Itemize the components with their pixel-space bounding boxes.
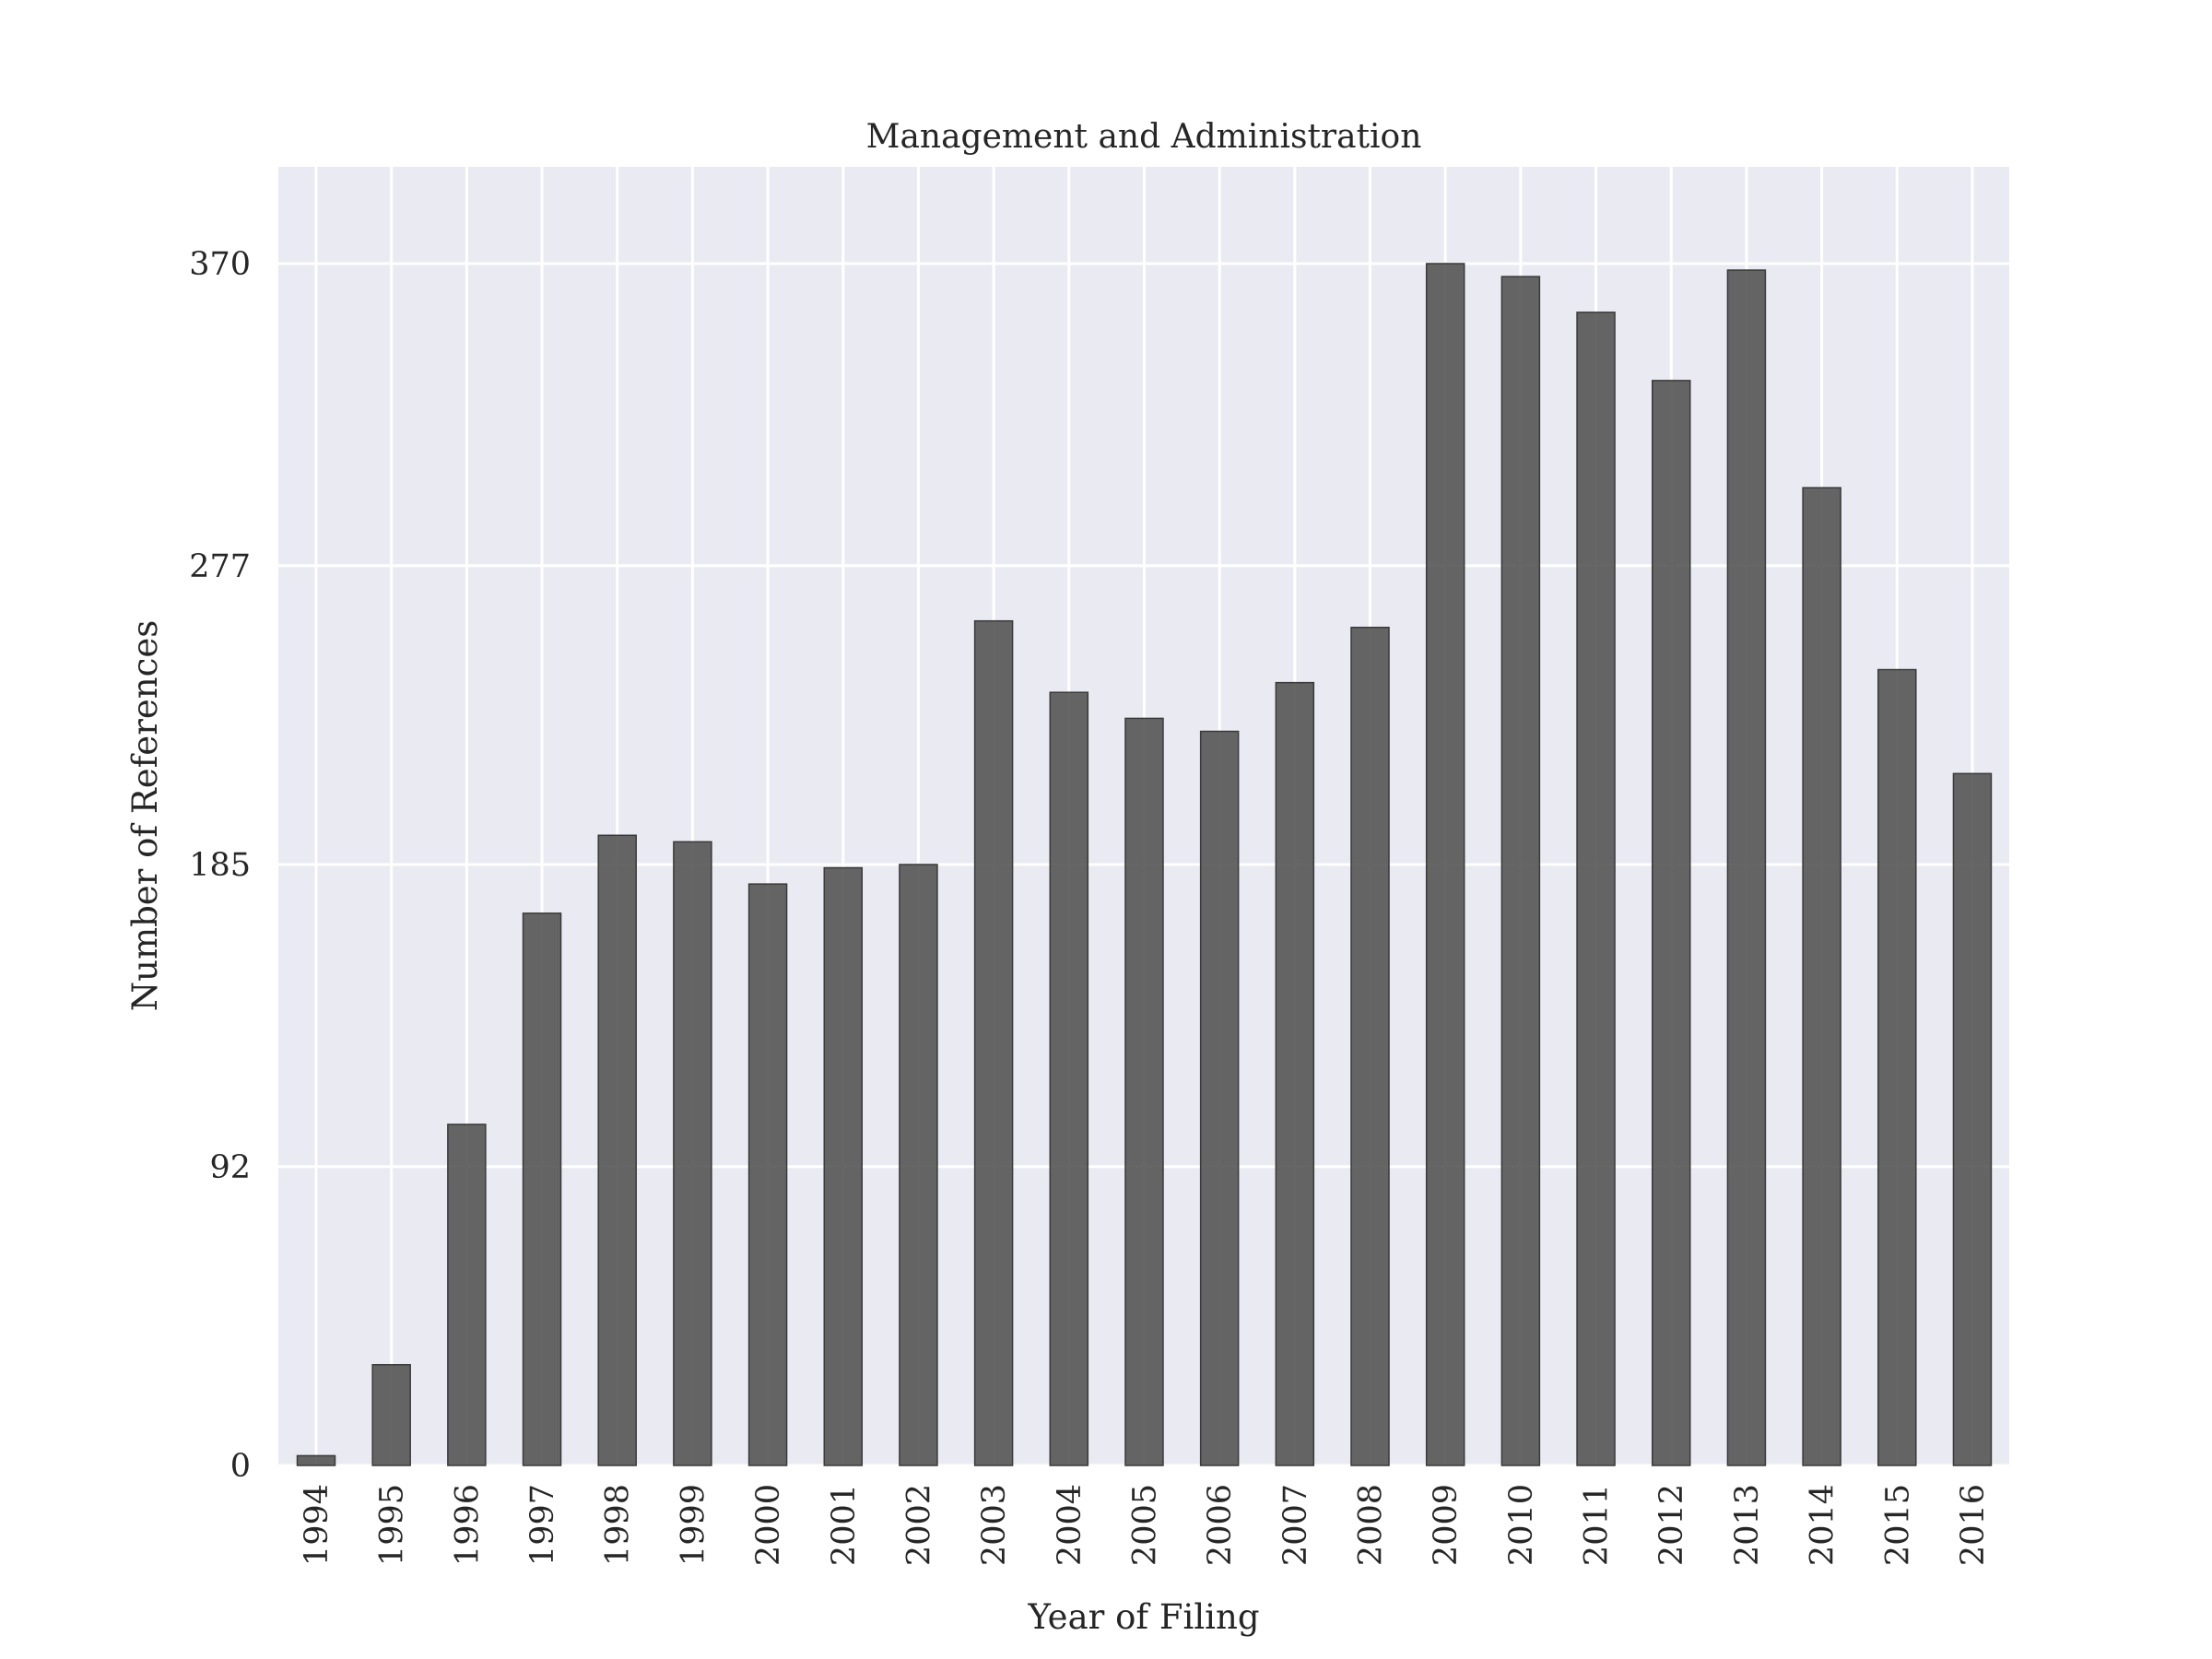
bars [296, 263, 1993, 1466]
bar-2010 [1500, 276, 1541, 1466]
x-tick-label: 2009 [1428, 1484, 1465, 1566]
x-tick-label: 2004 [1052, 1484, 1088, 1566]
y-tick-label: 92 [209, 1149, 251, 1186]
bar-2011 [1576, 312, 1616, 1466]
bar-1999 [673, 841, 712, 1466]
y-tick-label: 370 [189, 246, 251, 283]
bar-2005 [1124, 717, 1164, 1466]
x-tick-label: 1994 [299, 1484, 335, 1566]
x-tick-label: 1996 [449, 1484, 486, 1566]
x-tick-label: 2008 [1353, 1484, 1390, 1566]
x-axis-title: Year of Filing [1027, 1597, 1259, 1637]
y-tick-label: 0 [230, 1448, 251, 1485]
x-tick-label: 2010 [1503, 1484, 1540, 1566]
x-tick-label: 2015 [1879, 1484, 1916, 1566]
bar-2002 [899, 864, 938, 1466]
bar-2012 [1651, 380, 1691, 1466]
bar-2007 [1275, 681, 1315, 1466]
bar-1994 [296, 1454, 336, 1466]
y-tick-labels: 0 92 185 277 370 [189, 246, 251, 1485]
bar-2000 [747, 883, 788, 1466]
bar-2014 [1802, 487, 1841, 1466]
bar-2013 [1726, 269, 1767, 1466]
x-tick-label: 1997 [524, 1484, 561, 1566]
bar-1995 [371, 1363, 411, 1466]
y-tick-label: 277 [189, 548, 251, 585]
bar-2006 [1199, 730, 1240, 1466]
x-tick-label: 1998 [600, 1484, 637, 1566]
x-tick-label: 2012 [1653, 1484, 1690, 1566]
x-tick-label: 1995 [374, 1484, 411, 1566]
bar-1996 [447, 1124, 487, 1466]
bar-2009 [1425, 263, 1465, 1466]
x-tick-label: 2003 [976, 1484, 1013, 1566]
bar-2004 [1049, 691, 1089, 1466]
y-axis-title: Number of References [125, 620, 165, 1011]
x-tick-label: 2016 [1955, 1484, 1992, 1566]
x-tick-label: 2000 [750, 1484, 787, 1566]
chart-title: Management and Administration [866, 118, 1422, 156]
bar-2008 [1350, 626, 1390, 1466]
x-tick-label: 2014 [1805, 1484, 1841, 1566]
bar-1998 [597, 834, 637, 1466]
bar-2001 [823, 866, 864, 1466]
bar-1997 [522, 912, 562, 1466]
bar-2015 [1877, 668, 1917, 1466]
x-tick-label: 1999 [675, 1484, 712, 1566]
x-tick-label: 2001 [826, 1484, 863, 1566]
x-tick-label: 2007 [1277, 1484, 1314, 1566]
x-tick-label: 2005 [1126, 1484, 1163, 1566]
x-tick-label: 2006 [1202, 1484, 1239, 1566]
y-tick-label: 185 [189, 847, 251, 884]
bar-2003 [973, 619, 1014, 1466]
x-tick-label: 2011 [1579, 1484, 1616, 1566]
x-tick-label: 2013 [1729, 1484, 1766, 1566]
x-tick-labels: 1994 1995 1996 1997 1998 1999 2000 2001 2002 2003… [299, 1484, 1992, 1566]
x-tick-label: 2002 [900, 1484, 937, 1566]
bar-2016 [1952, 772, 1993, 1466]
